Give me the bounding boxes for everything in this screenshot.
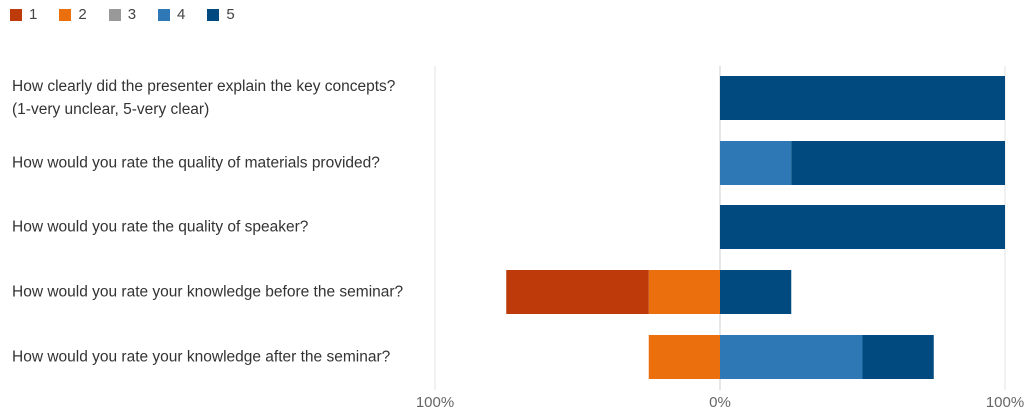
question-label-1: How clearly did the presenter explain th… bbox=[12, 78, 396, 118]
legend-swatch-2 bbox=[59, 8, 72, 21]
legend-swatch-1 bbox=[10, 8, 22, 21]
legend-label-2: 2 bbox=[78, 6, 87, 23]
bar-q1-rating-5[interactable] bbox=[720, 76, 1005, 120]
bar-q4-rating-5[interactable] bbox=[720, 270, 792, 314]
legend-item-5[interactable]: 5 bbox=[207, 6, 235, 23]
legend-label-5: 5 bbox=[226, 6, 235, 23]
legend-item-4[interactable]: 4 bbox=[158, 6, 185, 23]
question-label-5: How would you rate your knowledge after … bbox=[12, 348, 391, 366]
x-tick-label-2: 0% bbox=[709, 394, 731, 410]
legend-label-3: 3 bbox=[127, 6, 137, 23]
question-label-3: How would you rate the quality of speake… bbox=[12, 218, 309, 236]
bar-q4-rating-1[interactable] bbox=[506, 270, 649, 314]
legend: 1 2 3 4 5 bbox=[10, 6, 235, 23]
question-label-4: How would you rate your knowledge before… bbox=[12, 283, 404, 301]
bar-q4-rating-2[interactable] bbox=[648, 270, 720, 314]
legend-label-1: 1 bbox=[29, 6, 38, 23]
legend-swatch-4 bbox=[158, 8, 171, 21]
legend-swatch-3 bbox=[108, 8, 121, 21]
legend-swatch-5 bbox=[207, 8, 220, 21]
legend-item-2[interactable]: 2 bbox=[59, 6, 87, 23]
question-label-2: How would you rate the quality of materi… bbox=[12, 154, 380, 172]
bar-q2-rating-4[interactable] bbox=[720, 141, 792, 185]
x-tick-label-1: 100% bbox=[416, 394, 454, 410]
legend-item-3[interactable]: 3 bbox=[108, 6, 137, 23]
bar-q5-rating-2[interactable] bbox=[648, 335, 720, 379]
x-tick-label-3: 100% bbox=[986, 394, 1024, 410]
bar-q5-rating-5[interactable] bbox=[862, 335, 934, 379]
bar-q2-rating-5[interactable] bbox=[791, 141, 1005, 185]
bar-q5-rating-4[interactable] bbox=[720, 335, 863, 379]
legend-item-1[interactable]: 1 bbox=[10, 6, 37, 23]
legend-label-4: 4 bbox=[177, 6, 186, 23]
bar-q3-rating-5[interactable] bbox=[720, 205, 1005, 249]
